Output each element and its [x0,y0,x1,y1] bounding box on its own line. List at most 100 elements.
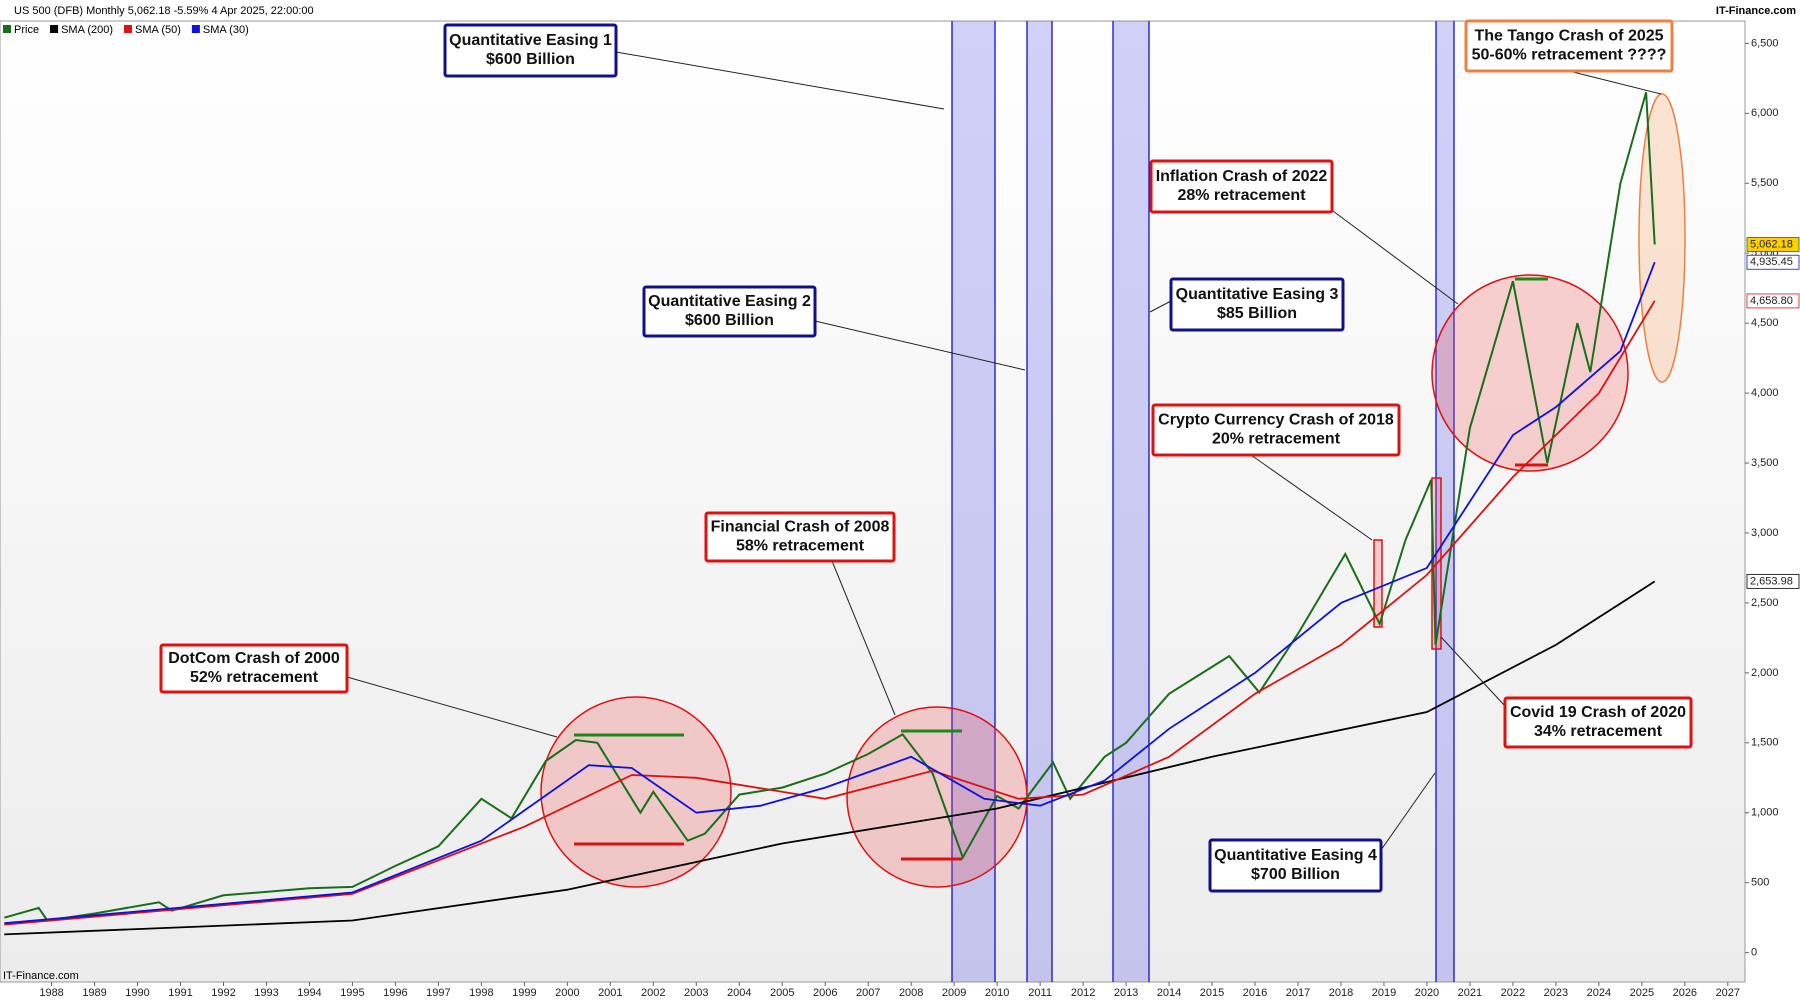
x-tick-label: 2004 [727,987,751,999]
x-tick-label: 2023 [1544,987,1568,999]
x-tick-label: 2017 [1286,987,1310,999]
legend-swatch [191,25,200,33]
y-tick-label: 0 [1751,947,1757,959]
highlight-ellipse [1638,93,1686,383]
x-tick-label: 1998 [469,987,493,999]
annotation-text: The Tango Crash of 2025 [1474,28,1663,45]
last-value: 5,062.18 [1746,237,1800,252]
last-value-label: 2,653.98 [1750,575,1793,587]
x-tick-label: 2006 [813,987,837,999]
leader-line [1440,636,1506,707]
leader-line [615,51,945,110]
annotation-text: Crypto Currency Crash of 2018 [1158,412,1394,429]
annotation-box [1503,696,1693,749]
y-tick-label: 5,500 [1751,177,1779,189]
annotation-text: 28% retracement [1177,187,1306,204]
annotation-text: Quantitative Easing 2 [648,293,811,310]
y-tick-label: 6,500 [1751,37,1779,49]
last-value-box [1746,237,1800,252]
y-tick-label: 1,500 [1751,737,1779,749]
x-tick-label: 2025 [1630,987,1654,999]
annotation-text: Quantitative Easing 3 [1176,286,1339,303]
legend-label: SMA (50) [135,24,181,36]
y-tick-label: 4,500 [1751,317,1779,329]
x-tick-label: 1989 [82,987,106,999]
annotation-text: $700 Billion [1251,866,1340,883]
annotation-box [1464,19,1674,73]
x-tick-label: 2018 [1329,987,1353,999]
last-value-box [1746,254,1800,270]
annotation-text: $600 Billion [486,51,575,68]
x-tick-label: 1999 [512,987,536,999]
y-tick-label: 3,500 [1751,457,1779,469]
annotation-text: 20% retracement [1212,431,1341,448]
x-tick-label: 2001 [598,987,622,999]
x-tick-label: 1995 [340,987,364,999]
annotation-text: Quantitative Easing 1 [449,32,612,49]
x-tick-label: 1992 [211,987,235,999]
x-tick-label: 2024 [1587,987,1611,999]
legend-swatch [124,25,133,33]
watermark: IT-Finance.com [3,970,79,982]
x-tick-label: 1993 [254,987,278,999]
x-tick-label: 2007 [856,987,880,999]
annotation-box [704,511,896,563]
annotation-text: Inflation Crash of 2022 [1156,168,1328,185]
x-tick-label: 2000 [555,987,579,999]
annotation-text: 50-60% retracement ???? [1472,47,1667,64]
y-tick-label: 500 [1751,877,1769,889]
legend-swatch [50,25,59,33]
x-tick-label: 2020 [1415,987,1439,999]
legend-label: SMA (200) [61,24,113,36]
x-tick-label: 2026 [1673,987,1697,999]
legend-swatch [3,25,11,33]
series-line [4,261,1656,925]
annotation-text: Financial Crash of 2008 [711,519,890,536]
x-tick-label: 2002 [641,987,665,999]
series-line [4,92,1656,922]
annotation-text: Covid 19 Crash of 2020 [1510,704,1686,721]
annotation-box [1149,159,1334,214]
series-line [4,580,1656,936]
annotation-text: DotCom Crash of 2000 [168,650,340,667]
x-tick-label: 2003 [684,987,708,999]
leader-line [814,320,1026,371]
annotation-box [1151,403,1401,457]
y-tick-label: 6,000 [1751,107,1779,119]
x-tick-label: 2021 [1458,987,1482,999]
annotation-text: $600 Billion [685,312,774,329]
leader-line [1380,772,1436,851]
leader-line [346,676,558,738]
annotation-text: 58% retracement [736,538,865,555]
last-value-label: 5,062.18 [1750,238,1793,250]
annotation-text: 34% retracement [1534,723,1663,740]
series-line [4,300,1656,926]
x-tick-label: 2012 [1071,987,1095,999]
y-tick-label: 2,500 [1751,597,1779,609]
last-value-label: 4,935.45 [1750,256,1793,268]
x-tick-label: 2015 [1200,987,1224,999]
x-tick-label: 2008 [899,987,923,999]
leader-line [831,560,896,716]
x-tick-label: 2019 [1372,987,1396,999]
annotation-text: Quantitative Easing 4 [1214,847,1377,864]
last-value: 4,658.80 [1746,293,1800,309]
x-tick-label: 2016 [1243,987,1267,999]
annotation-box [1169,277,1345,332]
y-tick-label: 2,000 [1751,667,1779,679]
x-tick-label: 2022 [1501,987,1525,999]
x-tick-label: 2011 [1028,987,1052,999]
leader-line [1149,300,1172,313]
chart-title: US 500 (DFB) Monthly 5,062.18 -5.59% 4 A… [14,5,314,17]
y-tick-label: 3,000 [1751,527,1779,539]
x-tick-label: 2005 [770,987,794,999]
leader-line [1250,454,1373,541]
leader-line [1568,70,1662,95]
x-tick-label: 2009 [942,987,966,999]
last-value-label: 4,658.80 [1750,295,1793,307]
annotation-box [1208,838,1383,893]
qe-band [1436,21,1454,982]
annotation-box [642,285,817,338]
crash-box [1373,539,1383,628]
